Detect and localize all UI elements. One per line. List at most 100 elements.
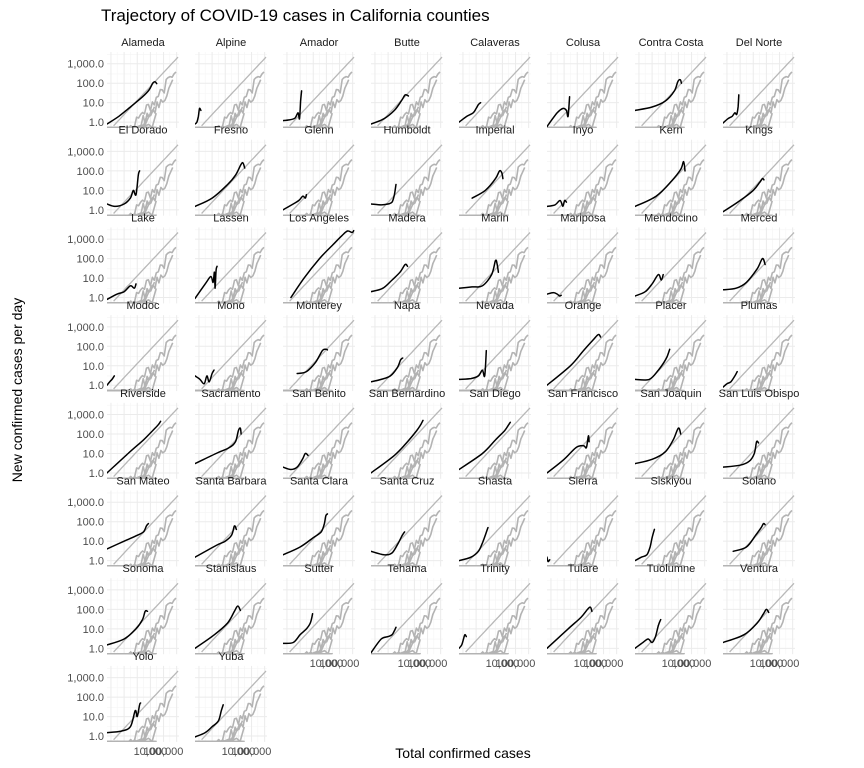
y-tick-label: 1.0 (89, 731, 104, 743)
reference-line (377, 144, 443, 214)
county-line (107, 283, 137, 301)
background-series (635, 495, 707, 567)
county-line (283, 513, 329, 556)
background-line (381, 254, 438, 304)
background-line (469, 167, 526, 216)
background-line (205, 167, 262, 216)
facet-label: San Luis Obispo (719, 388, 800, 400)
y-tick-label: 100.0 (76, 166, 104, 178)
facet-panel: Contra Costa (635, 37, 707, 128)
background-line (293, 342, 350, 392)
y-tick-label: 10.0 (83, 98, 104, 110)
x-tick-label: 10,000 (662, 658, 696, 670)
background-line (557, 79, 614, 128)
background-line (117, 167, 174, 216)
reference-line (289, 319, 355, 390)
background-line (381, 167, 438, 216)
background-series (459, 56, 531, 128)
reference-line (465, 144, 531, 214)
background-series (635, 582, 707, 655)
background-line (205, 79, 262, 128)
background-line (645, 430, 702, 479)
reference-line (553, 495, 619, 565)
facet-panel: Merced (723, 212, 795, 304)
background-line (557, 430, 614, 479)
reference-line (289, 144, 355, 214)
facet-label: Merced (741, 212, 778, 224)
background-line (469, 342, 526, 392)
reference-line (465, 582, 531, 653)
facet-label: Tulare (568, 563, 599, 575)
background-line (557, 167, 614, 216)
facet-panel: Solano (723, 476, 795, 567)
background-line (381, 517, 438, 567)
background-line (381, 342, 438, 392)
facet-panel: Stanislaus (195, 563, 267, 655)
background-line (293, 430, 350, 479)
county-line (371, 626, 397, 654)
reference-line (113, 56, 179, 127)
background-series (723, 232, 795, 304)
x-tick-label: 10,000 (486, 658, 520, 670)
facet-label: Stanislaus (206, 563, 257, 575)
background-series (635, 56, 707, 128)
facet-panel: San Francisco (547, 388, 619, 479)
facet-panel: San Bernardino (369, 388, 445, 479)
facet-label: Yuba (218, 651, 244, 663)
county-line (107, 522, 150, 550)
background-line (381, 430, 438, 479)
reference-line (641, 495, 707, 565)
background-line (117, 693, 174, 742)
county-line (547, 435, 590, 474)
facet-panel: Santa Barbara (195, 476, 267, 567)
background-line (381, 79, 438, 128)
facet-label: Sierra (568, 476, 598, 488)
y-tick-label: 10.0 (83, 273, 104, 285)
facet-label: Fresno (214, 125, 248, 137)
county-line (635, 348, 671, 381)
county-line (547, 291, 562, 297)
y-tick-label: 100.0 (76, 692, 104, 704)
reference-line (641, 582, 707, 653)
x-tick-label: 100,000 (672, 658, 712, 670)
background-line (733, 79, 790, 128)
y-tick-label: 1,000.0 (67, 585, 104, 597)
facet-label: Marin (481, 212, 509, 224)
facet-label: Yolo (132, 651, 153, 663)
reference-line (201, 144, 267, 214)
county-line (723, 608, 770, 644)
facet-label: Humboldt (383, 125, 430, 137)
county-line (195, 265, 218, 300)
county-line (107, 702, 142, 734)
y-tick-label: 10.0 (83, 536, 104, 548)
y-tick-label: 1,000.0 (67, 497, 104, 509)
facet-label: Colusa (566, 37, 601, 49)
background-series (107, 56, 179, 128)
y-tick-label: 1.0 (89, 468, 104, 480)
y-tick-label: 100.0 (76, 78, 104, 90)
chart-title: Trajectory of COVID-19 cases in Californ… (101, 6, 490, 25)
facet-panel: Madera (371, 212, 443, 304)
y-tick-label: 100.0 (76, 517, 104, 529)
facet-label: Imperial (475, 125, 514, 137)
facet-panel: Monterey (283, 300, 355, 392)
reference-line (553, 56, 619, 127)
county-line (732, 522, 766, 553)
facet-label: Santa Barbara (196, 476, 268, 488)
reference-line (113, 319, 179, 390)
county-line (471, 169, 504, 199)
y-tick-label: 1.0 (89, 643, 104, 655)
background-series (107, 407, 179, 479)
facet-label: San Diego (469, 388, 520, 400)
facet-panel: Colusa (547, 37, 619, 128)
background-series (547, 232, 619, 304)
reference-line (553, 582, 619, 653)
background-line (293, 79, 350, 128)
y-tick-label: 1,000.0 (67, 322, 104, 334)
y-tick-label: 1,000.0 (67, 146, 104, 158)
background-series (635, 407, 707, 479)
facet-label: Tehama (387, 563, 427, 575)
